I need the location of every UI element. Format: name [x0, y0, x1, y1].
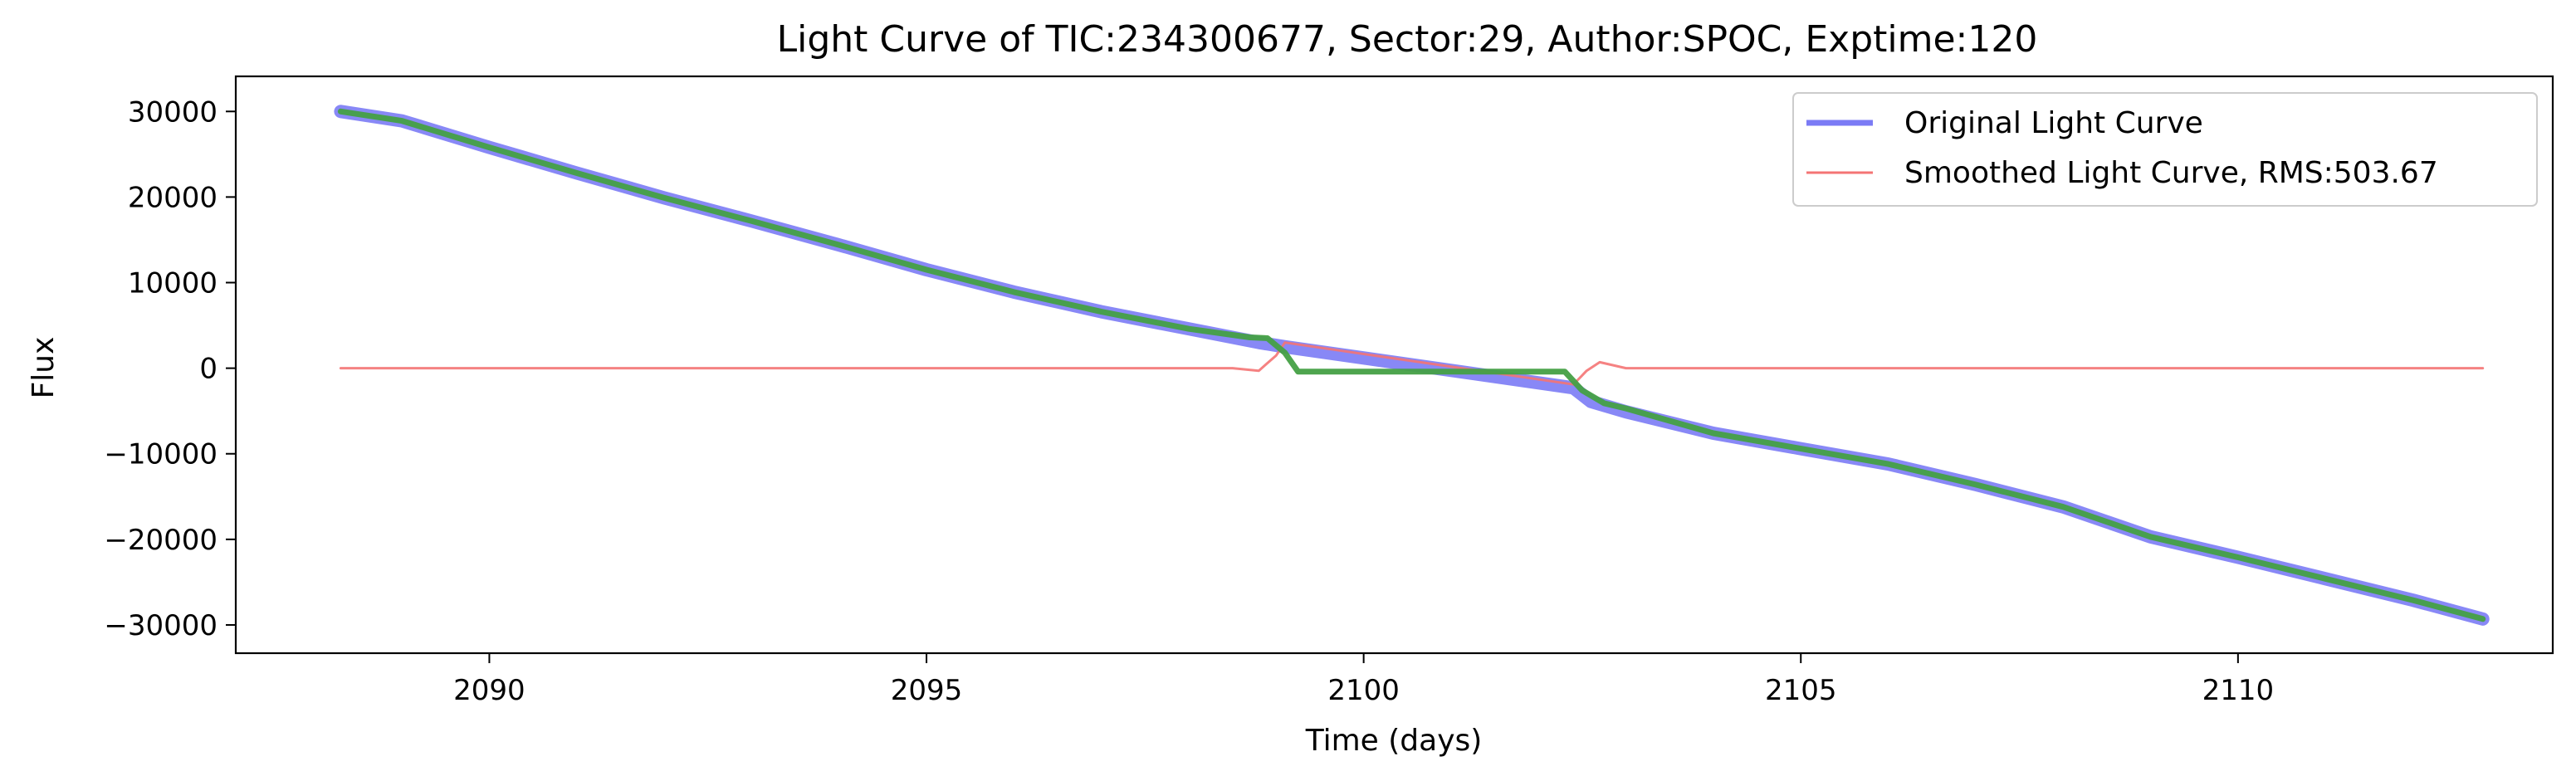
y-tick-label: 20000 — [128, 181, 218, 214]
legend-label-smoothed: Smoothed Light Curve, RMS:503.67 — [1904, 156, 2438, 190]
y-tick-label: 30000 — [128, 95, 218, 129]
y-axis: 30000 20000 10000 0 −10000 −20000 −30000 — [104, 95, 236, 642]
y-tick-label: 0 — [199, 353, 218, 386]
y-tick-label: 10000 — [128, 267, 218, 300]
series-trend-line — [337, 108, 2486, 622]
series-smoothed-light-curve — [339, 341, 2485, 386]
legend: Original Light Curve Smoothed Light Curv… — [1792, 92, 2538, 207]
y-tick-label: −30000 — [104, 609, 218, 642]
axes-frame — [234, 75, 2554, 655]
x-tick-label: 2105 — [1765, 674, 1837, 707]
x-tick-label: 2100 — [1327, 674, 1400, 707]
x-axis-label: Time (days) — [1305, 724, 1483, 758]
legend-box — [1792, 92, 2538, 207]
plot-area — [334, 105, 2490, 626]
y-tick-label: −20000 — [104, 524, 218, 557]
x-tick-label: 2095 — [891, 674, 963, 707]
x-tick-label: 2110 — [2202, 674, 2275, 707]
x-axis: 2090 2095 2100 2105 2110 — [453, 653, 2274, 707]
legend-label-original: Original Light Curve — [1904, 106, 2203, 140]
chart-title: Light Curve of TIC:234300677, Sector:29,… — [777, 18, 2038, 61]
x-tick-label: 2090 — [453, 674, 525, 707]
y-tick-label: −10000 — [104, 438, 218, 471]
y-axis-label: Flux — [27, 337, 61, 399]
